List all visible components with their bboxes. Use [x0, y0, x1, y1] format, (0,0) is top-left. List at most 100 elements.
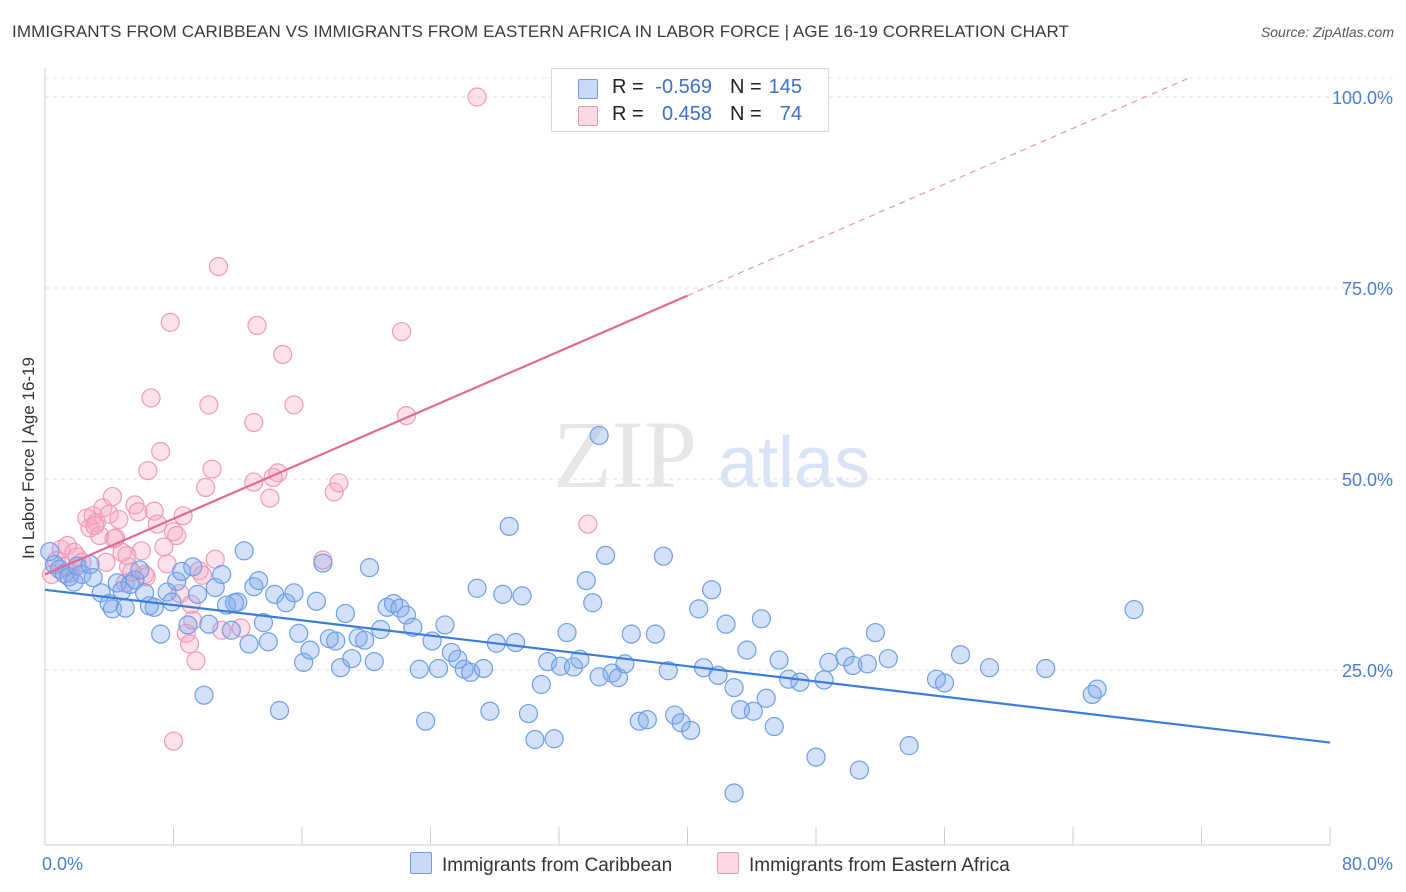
data-point-caribbean [724, 677, 744, 698]
data-point-caribbean [167, 571, 187, 591]
data-point-eastern-africa [163, 731, 184, 751]
legend-r-label: R = [612, 103, 644, 125]
data-point-caribbean [621, 624, 641, 644]
data-point-caribbean [701, 580, 722, 600]
data-point-caribbean [480, 701, 500, 721]
axes [44, 68, 1331, 846]
legend-swatch-eastern-africa [717, 852, 739, 874]
data-point-caribbean [658, 661, 678, 681]
data-point-caribbean [221, 620, 241, 640]
data-point-caribbean [396, 605, 417, 625]
data-point-caribbean [187, 584, 208, 604]
data-point-caribbean [416, 711, 436, 731]
legend-n-label: N = [730, 103, 762, 125]
data-point-caribbean [525, 729, 545, 750]
data-point-eastern-africa [284, 395, 304, 415]
data-point-caribbean [756, 688, 776, 708]
data-point-eastern-africa [391, 321, 412, 342]
data-point-caribbean [1036, 658, 1056, 679]
legend-n-label: N = [730, 76, 762, 98]
data-point-caribbean [512, 586, 532, 606]
tick-labels: 25.0% 50.0% 75.0% 100.0% 0.0% 80.0% [42, 88, 1393, 874]
data-point-caribbean [342, 648, 362, 669]
data-point-eastern-africa [90, 525, 110, 546]
data-point-eastern-africa [138, 460, 158, 481]
data-point-eastern-africa [208, 257, 229, 277]
watermark-atlas: atlas [718, 423, 870, 503]
data-point-caribbean [125, 570, 145, 590]
data-point-eastern-africa [131, 541, 151, 561]
data-point-caribbean [790, 672, 810, 692]
data-point-eastern-africa [102, 486, 123, 507]
data-point-caribbean [806, 747, 826, 767]
data-point-caribbean [934, 673, 955, 693]
data-point-caribbean [645, 624, 665, 644]
data-point-caribbean [737, 640, 757, 660]
data-point-caribbean [979, 658, 1000, 678]
data-point-eastern-africa [167, 525, 187, 546]
data-point-caribbean [183, 557, 203, 577]
chart-title: IMMIGRANTS FROM CARIBBEAN VS IMMIGRANTS … [12, 22, 1070, 41]
data-point-caribbean [269, 700, 290, 721]
data-point-eastern-africa [199, 395, 219, 415]
data-point-caribbean [583, 593, 603, 613]
data-point-caribbean [409, 659, 429, 679]
data-point-caribbean [199, 614, 219, 634]
data-point-eastern-africa [196, 477, 216, 498]
trend-line-caribbean [44, 588, 1331, 744]
data-point-caribbean [499, 516, 519, 536]
legend-r-value: 0.458 [661, 103, 712, 125]
source-credit: Source: ZipAtlas.com [1260, 24, 1394, 40]
correlation-legend: R = -0.569 N = 145 R = 0.458 N = 74 [551, 68, 829, 132]
data-point-caribbean [724, 783, 744, 803]
legend-swatch-blue [578, 79, 598, 99]
data-point-caribbean [473, 658, 494, 679]
data-point-caribbean [544, 729, 564, 749]
data-point-caribbean [637, 710, 657, 730]
data-point-caribbean [157, 582, 177, 602]
data-point-caribbean [751, 609, 771, 629]
data-point-caribbean [531, 674, 551, 695]
trend-line-eastern-africa-extension [687, 77, 1190, 297]
data-point-caribbean [878, 648, 898, 669]
data-point-eastern-africa [128, 502, 148, 522]
data-point-caribbean [355, 630, 375, 650]
data-point-eastern-africa [151, 441, 171, 462]
data-point-caribbean [306, 591, 327, 611]
data-point-caribbean [115, 598, 135, 618]
y-axis-label: In Labor Force | Age 16-19 [19, 357, 38, 559]
data-point-caribbean [359, 558, 380, 578]
legend-swatch-caribbean [410, 852, 432, 874]
legend-item-caribbean: Immigrants from Caribbean [410, 852, 672, 877]
data-point-caribbean [428, 658, 449, 679]
data-point-caribbean [857, 654, 878, 674]
data-point-caribbean [178, 615, 198, 635]
data-point-caribbean [335, 603, 355, 624]
legend-r-label: R = [612, 76, 644, 98]
data-point-caribbean [576, 571, 596, 591]
data-point-caribbean [294, 652, 314, 672]
data-point-caribbean [589, 667, 609, 687]
trend-line-eastern-africa [44, 294, 688, 576]
data-point-eastern-africa [260, 488, 280, 508]
data-point-caribbean [130, 560, 150, 580]
data-point-caribbean [493, 584, 513, 604]
legend-n-value: 74 [779, 103, 802, 125]
y-tick-label: 75.0% [1342, 279, 1393, 299]
data-point-eastern-africa [247, 315, 267, 336]
watermark: ZIP atlas [553, 401, 870, 508]
data-point-eastern-africa [467, 87, 487, 107]
data-point-caribbean [950, 645, 971, 665]
y-tick-label: 100.0% [1332, 88, 1393, 108]
data-point-caribbean [769, 650, 789, 670]
data-point-eastern-africa [202, 459, 222, 479]
data-point-caribbean [589, 425, 609, 446]
x-tick-label: 0.0% [42, 854, 83, 874]
data-point-eastern-africa [578, 514, 598, 534]
data-point-caribbean [681, 720, 701, 740]
data-point-caribbean [563, 657, 584, 677]
legend-n-value: 145 [768, 76, 802, 98]
data-point-caribbean [538, 651, 558, 672]
data-point-caribbean [72, 564, 92, 585]
data-point-caribbean [300, 640, 320, 660]
